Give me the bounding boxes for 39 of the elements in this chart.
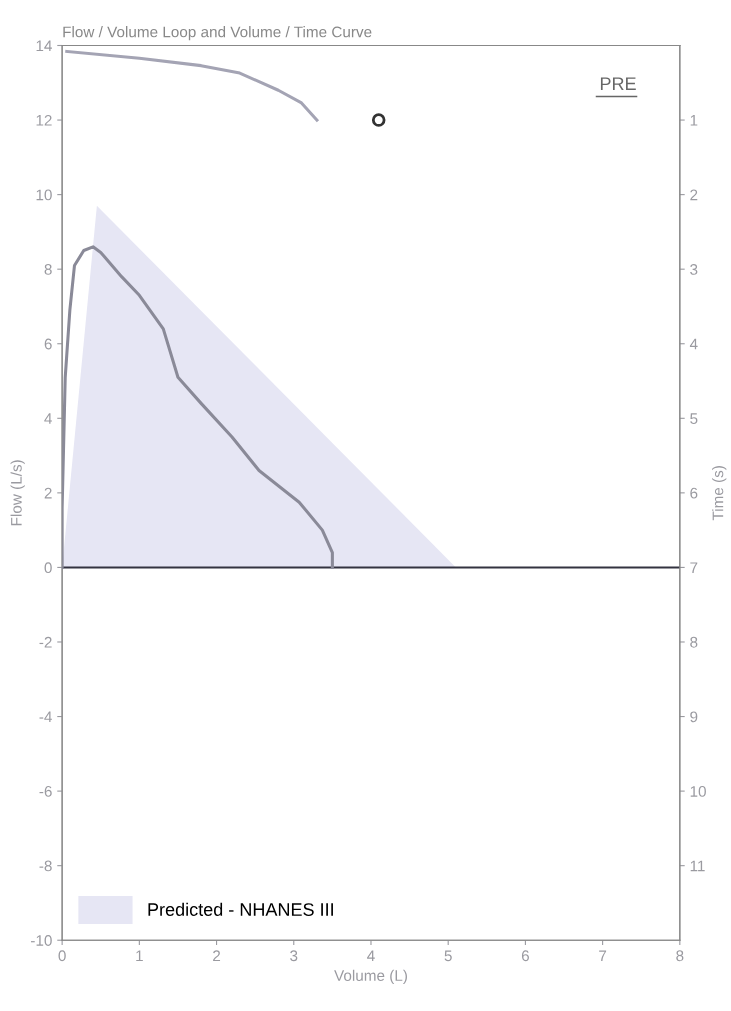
y-tick-label: 8 xyxy=(44,264,52,275)
y-tick-label: -2 xyxy=(39,636,52,648)
x-tick-label: 3 xyxy=(290,950,298,962)
y-tick-label: 0 xyxy=(44,562,52,574)
x-tick-label: 8 xyxy=(676,950,684,962)
y-axis-title: Flow (L/s) xyxy=(10,460,25,526)
x-tick-label: 1 xyxy=(136,950,143,962)
annotation: PRE xyxy=(600,77,636,90)
x-tick-label: 5 xyxy=(444,950,452,962)
y-tick-label: -4 xyxy=(39,711,52,723)
y-tick-label: -8 xyxy=(39,860,52,872)
y2-tick-label: 11 xyxy=(690,860,705,872)
y2-tick-label: 7 xyxy=(690,562,698,573)
x-tick-label: 0 xyxy=(58,950,66,962)
y-tick-label: 12 xyxy=(36,114,52,126)
y2-tick-label: 10 xyxy=(690,785,706,797)
chart-title: Flow / Volume Loop and Volume / Time Curve xyxy=(63,26,372,41)
y-tick-label: -6 xyxy=(39,785,52,797)
y-tick-label: 6 xyxy=(44,338,52,350)
x-tick-label: 4 xyxy=(367,950,375,962)
y-tick-label: 4 xyxy=(44,413,52,424)
y2-axis-title: Time (s) xyxy=(712,466,727,521)
y2-tick-label: 6 xyxy=(690,487,698,499)
y-tick-label: 14 xyxy=(36,40,52,52)
y2-tick-label: 8 xyxy=(690,636,698,648)
y-tick-label: 10 xyxy=(36,189,52,201)
x-tick-label: 6 xyxy=(521,950,529,962)
x-tick-label: 2 xyxy=(213,950,221,962)
x-tick-label: 7 xyxy=(599,950,607,962)
y2-tick-label: 2 xyxy=(690,189,698,201)
y2-tick-label: 4 xyxy=(689,338,698,350)
y-tick-label: 2 xyxy=(44,487,52,499)
x-axis-title: Volume (L) xyxy=(334,969,407,984)
y2-tick-label: 5 xyxy=(690,413,698,424)
y2-tick-label: 9 xyxy=(690,711,698,723)
y2-tick-label: 1 xyxy=(690,115,698,126)
y-tick-label: -10 xyxy=(31,935,52,946)
y2-tick-label: 3 xyxy=(690,264,698,275)
legend-label: Predicted - NHANES III xyxy=(148,902,333,916)
